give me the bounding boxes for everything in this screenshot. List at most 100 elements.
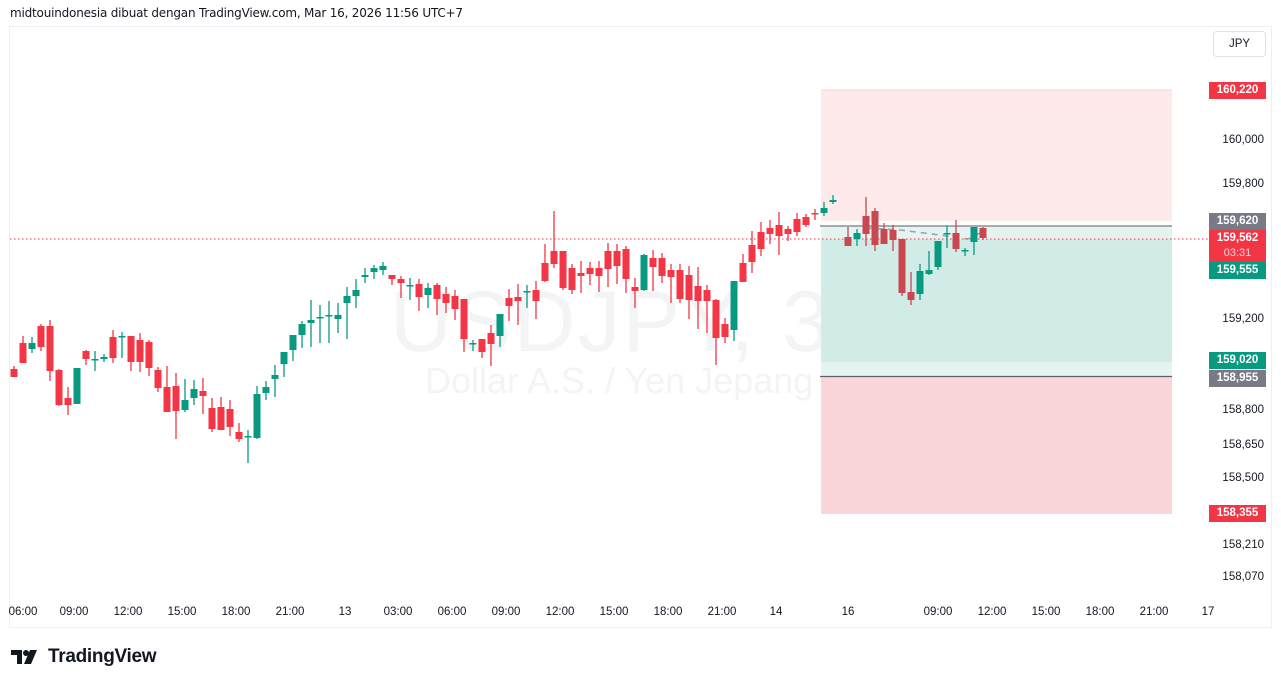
profit-zone (821, 239, 1172, 362)
price-tag-value: 159,555 (1216, 264, 1259, 276)
price-axis-label: 158,650 (1222, 439, 1264, 451)
tradingview-logo[interactable]: TradingView (11, 646, 157, 668)
chart-pane[interactable]: USDJPY, 30 Dollar A.S. / Yen Jepang (10, 27, 1208, 599)
stop-loss-zone[interactable] (821, 377, 1172, 514)
candle (712, 300, 720, 338)
candle (943, 233, 951, 235)
candle (307, 320, 315, 323)
candle (916, 271, 924, 294)
candle (361, 275, 369, 277)
candle (523, 291, 531, 293)
candle (784, 229, 792, 234)
price-tag-value: 159,562 (1216, 232, 1259, 244)
candle (952, 233, 960, 249)
candle (379, 266, 387, 270)
candle (316, 317, 324, 319)
price-axis-label: 159,200 (1222, 313, 1264, 325)
candle (388, 275, 396, 279)
candle (871, 211, 879, 245)
candle (820, 208, 828, 213)
candle (649, 258, 657, 267)
candle (352, 290, 360, 296)
candle (91, 359, 99, 361)
price-axis-label: 160,000 (1222, 134, 1264, 146)
candle (73, 368, 81, 404)
position-close-price-tag[interactable]: 159,555 (1209, 262, 1266, 279)
time-axis-label: 09:00 (923, 606, 953, 618)
candle (172, 386, 180, 411)
candlestick-chart[interactable] (10, 27, 1208, 599)
candle (262, 387, 270, 393)
time-axis-label: 12:00 (113, 606, 143, 618)
entry-price-tag[interactable]: 159,620 (1209, 213, 1266, 230)
tradingview-logo-icon (11, 650, 37, 664)
tradingview-logo-text: TradingView (48, 646, 157, 667)
time-axis-label: 15:00 (167, 606, 197, 618)
candle (577, 273, 585, 276)
candle (568, 268, 576, 290)
time-axis-label: 12:00 (545, 606, 575, 618)
time-axis-label: 21:00 (275, 606, 305, 618)
target-price-tag[interactable]: 159,020 (1209, 352, 1266, 369)
candle (145, 342, 153, 368)
candle (487, 333, 495, 344)
candle (442, 294, 450, 303)
time-axis-label: 18:00 (653, 606, 683, 618)
candle (811, 213, 819, 215)
candle (685, 275, 693, 300)
time-axis[interactable]: 06:00 09:00 12:00 15:00 18:00 21:00 13 03:00 06:… (9, 600, 1215, 626)
candle (595, 268, 603, 276)
time-axis-label: 06:00 (437, 606, 467, 618)
candle (757, 232, 765, 249)
candle (613, 251, 621, 266)
time-axis-label: 09:00 (491, 606, 521, 618)
take-profit-zone[interactable] (821, 90, 1172, 221)
candle (694, 286, 702, 301)
candle (766, 228, 774, 234)
candle (253, 394, 261, 438)
candle (217, 407, 225, 430)
price-axis[interactable]: 160,000 159,800 159,200 158,800 158,650 158,5… (1208, 27, 1272, 627)
candle (898, 239, 906, 293)
candle (208, 408, 216, 429)
price-axis-label: 158,800 (1222, 404, 1264, 416)
candle (658, 258, 666, 276)
candle (226, 409, 234, 427)
candle (748, 245, 756, 262)
candle (721, 324, 729, 337)
time-axis-label: 21:00 (707, 606, 737, 618)
candle (280, 352, 288, 364)
candle (961, 250, 969, 252)
candle (406, 285, 414, 287)
candle (109, 337, 117, 358)
candle (46, 326, 54, 371)
stop-loss-price-tag[interactable]: 158,355 (1209, 505, 1266, 522)
candle (496, 314, 504, 336)
candle (550, 251, 558, 264)
candle (127, 336, 135, 362)
candle (163, 387, 171, 412)
take-profit-price-tag[interactable]: 160,220 (1209, 82, 1266, 99)
price-tag-value: 159,620 (1216, 215, 1259, 227)
candle (622, 249, 630, 279)
price-axis-label: 158,070 (1222, 571, 1264, 583)
candle (559, 251, 567, 288)
entry-zone (821, 226, 1172, 239)
candle (289, 335, 297, 350)
currency-selector-button[interactable]: JPY (1213, 31, 1266, 57)
candle (334, 315, 342, 319)
candle (844, 237, 852, 246)
candle (451, 296, 459, 309)
candle (118, 336, 126, 338)
stop-line-price-tag[interactable]: 158,955 (1209, 370, 1266, 387)
candle (136, 340, 144, 362)
candle (730, 281, 738, 330)
price-tag-value: 158,355 (1216, 507, 1259, 519)
time-axis-label: 03:00 (383, 606, 413, 618)
candle (793, 219, 801, 232)
candle (19, 343, 27, 363)
candle (478, 339, 486, 352)
time-axis-label: 13 (338, 606, 352, 618)
candle (397, 279, 405, 283)
last-price-tag[interactable]: 159,562 03:31 (1209, 230, 1266, 263)
